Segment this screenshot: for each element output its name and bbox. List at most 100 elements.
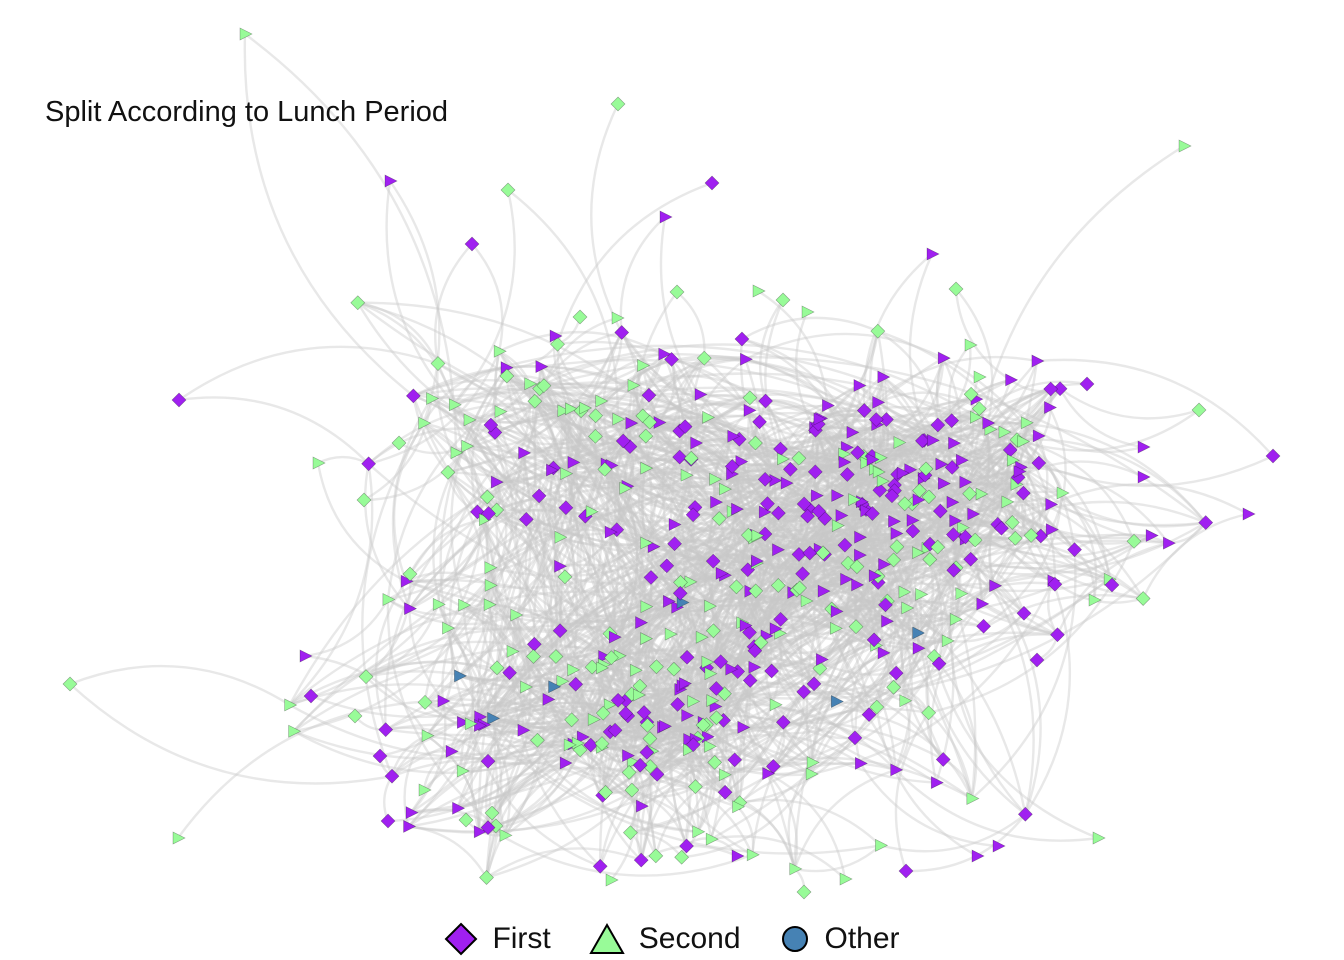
- edge: [522, 686, 539, 741]
- edge: [553, 473, 567, 538]
- edge: [556, 344, 628, 488]
- edge: [408, 485, 627, 610]
- node-second: [1006, 453, 1020, 467]
- edge: [818, 452, 860, 551]
- edge: [626, 694, 643, 757]
- node-first: [906, 513, 920, 527]
- edge: [856, 442, 955, 568]
- node-second: [621, 764, 637, 780]
- edge: [892, 559, 934, 689]
- edge: [741, 558, 931, 627]
- edge: [667, 474, 696, 603]
- node-second: [557, 569, 573, 585]
- edge: [764, 572, 804, 636]
- edge: [629, 445, 780, 514]
- edge: [469, 723, 601, 868]
- edge: [667, 574, 726, 847]
- edge: [872, 438, 1018, 515]
- node-second: [683, 450, 699, 466]
- edge: [1142, 512, 1249, 599]
- edge: [584, 421, 660, 517]
- edge: [729, 537, 762, 670]
- edge: [486, 513, 555, 688]
- edge: [521, 495, 563, 731]
- edge: [641, 365, 804, 575]
- node-first: [878, 557, 892, 571]
- edge: [627, 385, 691, 583]
- node-second: [704, 739, 718, 753]
- edge: [950, 419, 983, 495]
- edge: [740, 421, 988, 624]
- edge: [850, 644, 877, 739]
- node-first: [806, 676, 822, 692]
- edge: [863, 355, 1038, 412]
- edge: [640, 726, 744, 861]
- node-first: [890, 527, 904, 541]
- edge: [811, 427, 888, 623]
- edge: [861, 459, 1014, 507]
- edge: [688, 581, 723, 662]
- node-second: [893, 436, 907, 450]
- node-second: [709, 472, 723, 486]
- edge: [770, 590, 904, 672]
- node-first: [567, 455, 581, 469]
- edge: [626, 745, 711, 763]
- node-second: [432, 597, 446, 611]
- edge: [600, 401, 879, 748]
- node-second: [815, 545, 831, 561]
- edge: [755, 404, 829, 445]
- edge: [426, 734, 481, 832]
- edge: [776, 548, 884, 573]
- node-second: [611, 311, 625, 325]
- edge: [431, 391, 1025, 615]
- edge: [538, 388, 758, 537]
- node-second: [922, 552, 938, 567]
- edge: [619, 216, 666, 333]
- edge: [679, 509, 738, 595]
- node-second: [830, 621, 843, 635]
- node-second: [426, 391, 440, 405]
- edge: [986, 422, 1169, 545]
- edge: [779, 578, 846, 620]
- node-first: [1163, 536, 1176, 550]
- edge: [461, 511, 498, 724]
- edge: [989, 428, 1043, 537]
- edge: [766, 772, 799, 870]
- edge: [562, 409, 885, 654]
- node-first: [480, 820, 496, 836]
- edge: [608, 532, 647, 608]
- node-first: [546, 463, 560, 477]
- edge: [459, 621, 642, 681]
- edge: [706, 416, 740, 510]
- edge: [368, 350, 501, 465]
- edge: [558, 473, 576, 567]
- edge: [476, 511, 611, 635]
- edge: [1016, 438, 1207, 524]
- node-first: [989, 579, 1003, 593]
- node-first: [1031, 354, 1045, 368]
- node-first: [830, 604, 844, 618]
- edge: [549, 470, 637, 672]
- node-second: [970, 410, 983, 424]
- edge: [488, 410, 583, 606]
- edge: [413, 394, 837, 630]
- node-first: [724, 458, 740, 474]
- edge: [559, 510, 593, 671]
- node-first: [457, 715, 470, 729]
- edge: [752, 479, 883, 539]
- edge: [405, 580, 571, 746]
- edge: [645, 553, 825, 723]
- edge: [656, 685, 686, 776]
- edge: [710, 835, 846, 880]
- edge: [684, 418, 887, 450]
- edge: [648, 585, 738, 739]
- edge: [608, 633, 741, 804]
- edge: [523, 450, 628, 488]
- edge: [735, 585, 807, 606]
- node-first: [625, 416, 639, 430]
- edge: [461, 417, 709, 724]
- edge: [961, 490, 1063, 529]
- edge: [385, 180, 470, 421]
- node-second: [239, 27, 253, 41]
- edge: [581, 577, 653, 738]
